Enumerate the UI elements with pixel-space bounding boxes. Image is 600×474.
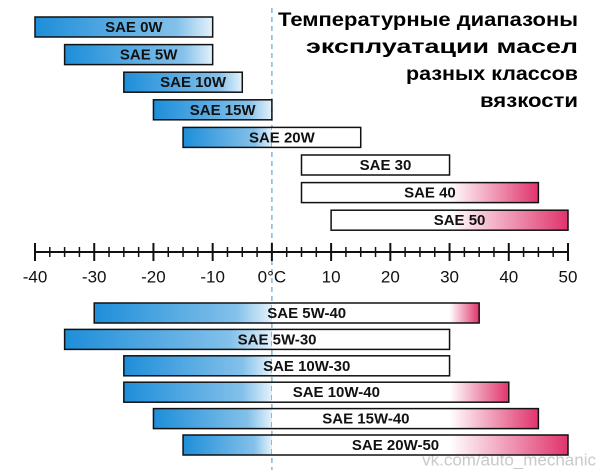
bar-label: SAE 30 bbox=[360, 157, 412, 174]
bar-label: SAE 5W bbox=[120, 47, 178, 64]
bar-label: SAE 40 bbox=[404, 185, 456, 202]
bar-label: SAE 20W-50 bbox=[352, 437, 439, 454]
bar-label: SAE 50 bbox=[434, 212, 486, 229]
range-bar bbox=[300, 154, 451, 176]
bar-label: SAE 5W-30 bbox=[238, 331, 317, 348]
range-bar bbox=[63, 43, 214, 66]
range-bar bbox=[123, 71, 244, 93]
x-tick-label: 30 bbox=[440, 267, 459, 286]
title-line: эксплуатации масел bbox=[306, 37, 578, 58]
bar-label: SAE 15W bbox=[190, 102, 257, 119]
x-tick-label: 20 bbox=[381, 267, 400, 286]
range-bar bbox=[152, 99, 273, 121]
title: Температурные диапазоны эксплуатации мас… bbox=[278, 10, 578, 112]
bar-label: SAE 5W-40 bbox=[267, 305, 346, 322]
range-bar bbox=[34, 16, 214, 38]
bar-label: SAE 15W-40 bbox=[322, 411, 409, 428]
range-bar bbox=[330, 209, 569, 231]
bar-label: SAE 10W-30 bbox=[263, 358, 350, 375]
bar-label: SAE 10W bbox=[160, 74, 227, 91]
bar-label: SAE 20W bbox=[249, 129, 316, 146]
x-tick-label: -20 bbox=[141, 267, 166, 286]
bar-label: SAE 10W-40 bbox=[293, 384, 380, 401]
bar-label: SAE 0W bbox=[105, 19, 163, 36]
range-bar bbox=[152, 407, 540, 430]
range-bar bbox=[182, 434, 569, 456]
title-line: Температурные диапазоны bbox=[278, 10, 578, 31]
x-tick-label: 50 bbox=[559, 267, 578, 286]
range-bar bbox=[63, 328, 451, 351]
range-bar bbox=[182, 126, 362, 149]
x-tick-label: -10 bbox=[200, 267, 225, 286]
range-bar bbox=[93, 302, 480, 324]
title-line: разных классов bbox=[406, 64, 578, 85]
x-tick-label: -40 bbox=[23, 267, 48, 286]
x-tick-label: 40 bbox=[499, 267, 518, 286]
x-tick-label: 0°C bbox=[258, 267, 287, 286]
x-tick-label: -30 bbox=[82, 267, 107, 286]
title-line: вязкости bbox=[480, 91, 578, 112]
range-bar bbox=[123, 381, 510, 403]
x-tick-label: 10 bbox=[322, 267, 341, 286]
range-bar bbox=[300, 181, 540, 204]
range-bar bbox=[123, 355, 451, 377]
